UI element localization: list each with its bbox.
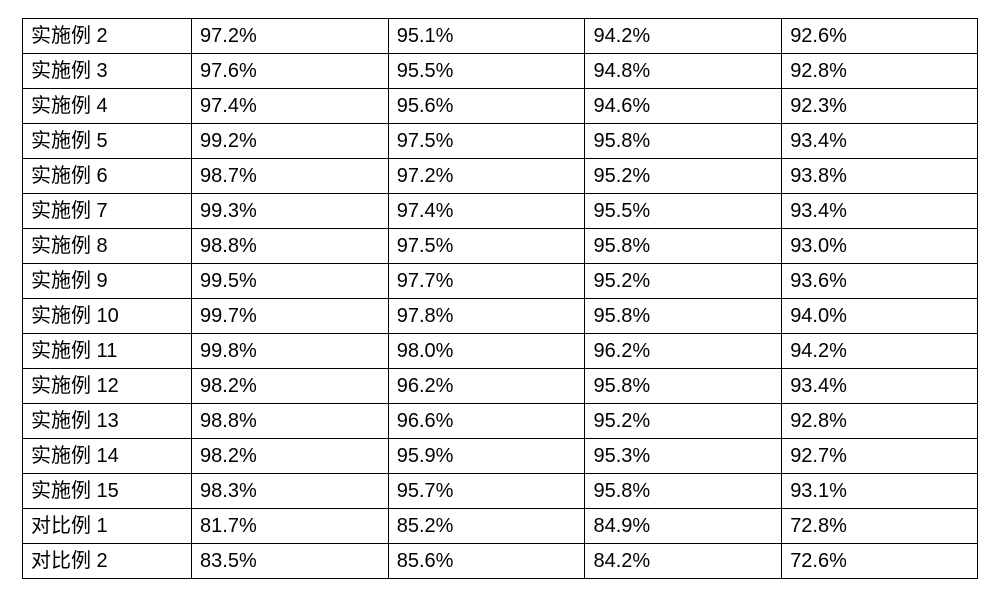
value-2: 96.6% [388, 404, 585, 439]
table-row: 实施例 599.2%97.5%95.8%93.4% [23, 124, 978, 159]
value-4: 93.8% [782, 159, 978, 194]
value-1: 81.7% [192, 509, 389, 544]
value-2: 95.7% [388, 474, 585, 509]
value-1: 83.5% [192, 544, 389, 579]
row-label: 实施例 5 [23, 124, 192, 159]
data-table: 实施例 297.2%95.1%94.2%92.6%实施例 397.6%95.5%… [22, 18, 978, 579]
value-1: 97.4% [192, 89, 389, 124]
table-row: 实施例 1598.3%95.7%95.8%93.1% [23, 474, 978, 509]
value-2: 97.4% [388, 194, 585, 229]
value-4: 92.7% [782, 439, 978, 474]
table-row: 实施例 1199.8%98.0%96.2%94.2% [23, 334, 978, 369]
row-label: 实施例 13 [23, 404, 192, 439]
value-1: 98.8% [192, 229, 389, 264]
row-label: 实施例 12 [23, 369, 192, 404]
value-1: 98.2% [192, 369, 389, 404]
row-label: 实施例 8 [23, 229, 192, 264]
value-3: 95.8% [585, 369, 782, 404]
value-1: 98.8% [192, 404, 389, 439]
value-4: 72.6% [782, 544, 978, 579]
value-3: 84.2% [585, 544, 782, 579]
value-2: 95.6% [388, 89, 585, 124]
value-3: 94.2% [585, 19, 782, 54]
value-1: 98.2% [192, 439, 389, 474]
table-row: 实施例 1498.2%95.9%95.3%92.7% [23, 439, 978, 474]
value-3: 95.2% [585, 159, 782, 194]
value-4: 92.6% [782, 19, 978, 54]
value-4: 93.6% [782, 264, 978, 299]
value-1: 99.5% [192, 264, 389, 299]
value-1: 98.3% [192, 474, 389, 509]
value-4: 72.8% [782, 509, 978, 544]
value-2: 85.2% [388, 509, 585, 544]
value-3: 94.8% [585, 54, 782, 89]
value-2: 85.6% [388, 544, 585, 579]
value-2: 95.9% [388, 439, 585, 474]
row-label: 对比例 2 [23, 544, 192, 579]
value-4: 94.2% [782, 334, 978, 369]
value-4: 94.0% [782, 299, 978, 334]
table-row: 实施例 999.5%97.7%95.2%93.6% [23, 264, 978, 299]
value-4: 92.8% [782, 404, 978, 439]
row-label: 实施例 3 [23, 54, 192, 89]
value-4: 92.8% [782, 54, 978, 89]
row-label: 对比例 1 [23, 509, 192, 544]
row-label: 实施例 11 [23, 334, 192, 369]
value-3: 95.5% [585, 194, 782, 229]
value-1: 99.8% [192, 334, 389, 369]
value-1: 99.7% [192, 299, 389, 334]
value-1: 97.6% [192, 54, 389, 89]
value-3: 96.2% [585, 334, 782, 369]
row-label: 实施例 4 [23, 89, 192, 124]
value-1: 97.2% [192, 19, 389, 54]
table-row: 实施例 698.7%97.2%95.2%93.8% [23, 159, 978, 194]
row-label: 实施例 6 [23, 159, 192, 194]
table-row: 对比例 181.7%85.2%84.9%72.8% [23, 509, 978, 544]
table-row: 实施例 397.6%95.5%94.8%92.8% [23, 54, 978, 89]
value-1: 99.3% [192, 194, 389, 229]
value-3: 95.2% [585, 264, 782, 299]
row-label: 实施例 7 [23, 194, 192, 229]
value-4: 92.3% [782, 89, 978, 124]
value-4: 93.4% [782, 124, 978, 159]
table-row: 对比例 283.5%85.6%84.2%72.6% [23, 544, 978, 579]
value-2: 97.5% [388, 124, 585, 159]
value-3: 94.6% [585, 89, 782, 124]
table-row: 实施例 1298.2%96.2%95.8%93.4% [23, 369, 978, 404]
row-label: 实施例 10 [23, 299, 192, 334]
table-row: 实施例 1398.8%96.6%95.2%92.8% [23, 404, 978, 439]
table-row: 实施例 799.3%97.4%95.5%93.4% [23, 194, 978, 229]
value-2: 98.0% [388, 334, 585, 369]
table-row: 实施例 898.8%97.5%95.8%93.0% [23, 229, 978, 264]
table-row: 实施例 1099.7%97.8%95.8%94.0% [23, 299, 978, 334]
row-label: 实施例 2 [23, 19, 192, 54]
value-2: 97.5% [388, 229, 585, 264]
value-3: 95.2% [585, 404, 782, 439]
value-2: 97.2% [388, 159, 585, 194]
value-1: 98.7% [192, 159, 389, 194]
value-2: 97.8% [388, 299, 585, 334]
value-4: 93.1% [782, 474, 978, 509]
row-label: 实施例 15 [23, 474, 192, 509]
value-2: 97.7% [388, 264, 585, 299]
value-3: 95.8% [585, 229, 782, 264]
value-4: 93.4% [782, 369, 978, 404]
value-3: 95.8% [585, 474, 782, 509]
value-1: 99.2% [192, 124, 389, 159]
table-row: 实施例 497.4%95.6%94.6%92.3% [23, 89, 978, 124]
row-label: 实施例 9 [23, 264, 192, 299]
value-3: 84.9% [585, 509, 782, 544]
table-container: 实施例 297.2%95.1%94.2%92.6%实施例 397.6%95.5%… [0, 0, 1000, 591]
value-3: 95.3% [585, 439, 782, 474]
value-4: 93.0% [782, 229, 978, 264]
value-4: 93.4% [782, 194, 978, 229]
row-label: 实施例 14 [23, 439, 192, 474]
value-3: 95.8% [585, 124, 782, 159]
value-2: 96.2% [388, 369, 585, 404]
value-3: 95.8% [585, 299, 782, 334]
value-2: 95.5% [388, 54, 585, 89]
value-2: 95.1% [388, 19, 585, 54]
table-row: 实施例 297.2%95.1%94.2%92.6% [23, 19, 978, 54]
